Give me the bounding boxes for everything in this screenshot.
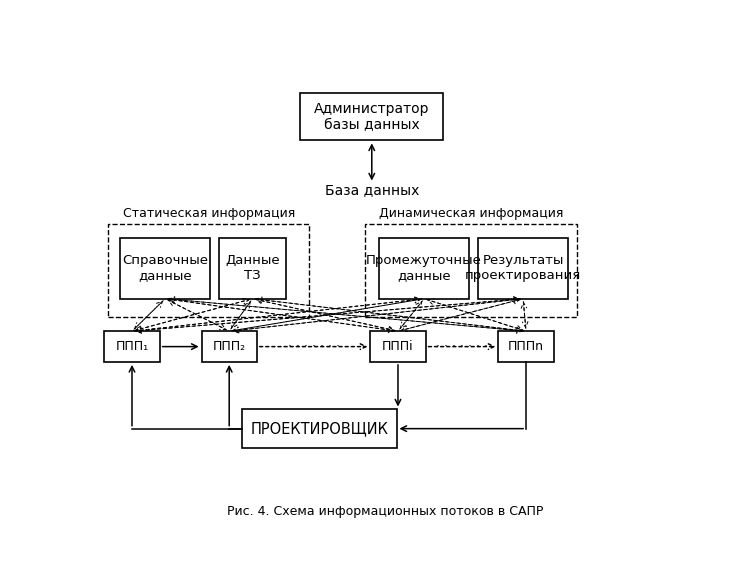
Bar: [201, 331, 257, 362]
Text: Рис. 4. Схема информационных потоков в САПР: Рис. 4. Схема информационных потоков в С…: [227, 505, 543, 518]
Text: ПРОЕКТИРОВЩИК: ПРОЕКТИРОВЩИК: [251, 421, 388, 436]
Text: Данные
ТЗ: Данные ТЗ: [225, 254, 280, 282]
Text: Справочные
данные: Справочные данные: [122, 254, 208, 282]
Bar: [219, 238, 286, 299]
Bar: [108, 224, 309, 317]
Bar: [300, 93, 443, 140]
Text: Статическая информация: Статическая информация: [122, 207, 295, 220]
Bar: [370, 331, 426, 362]
Bar: [104, 331, 160, 362]
Bar: [120, 238, 210, 299]
Text: · · · · · · ·: · · · · · · ·: [288, 340, 339, 353]
Bar: [499, 331, 553, 362]
Bar: [478, 238, 569, 299]
Text: ППП₂: ППП₂: [213, 340, 246, 353]
Text: Промежуточные
данные: Промежуточные данные: [366, 254, 482, 282]
Text: Администратор
базы данных: Администратор базы данных: [314, 102, 430, 132]
Text: ПППn: ПППn: [508, 340, 544, 353]
Bar: [243, 410, 397, 448]
Bar: [379, 238, 469, 299]
Text: Динамическая информация: Динамическая информация: [379, 207, 563, 220]
Text: ПППi: ПППi: [382, 340, 414, 353]
Text: · · · · · · ·: · · · · · · ·: [436, 340, 488, 353]
Text: Результаты
проектирования: Результаты проектирования: [465, 254, 581, 282]
Text: ППП₁: ППП₁: [116, 340, 149, 353]
Text: База данных: База данных: [325, 183, 419, 197]
Bar: [364, 224, 577, 317]
